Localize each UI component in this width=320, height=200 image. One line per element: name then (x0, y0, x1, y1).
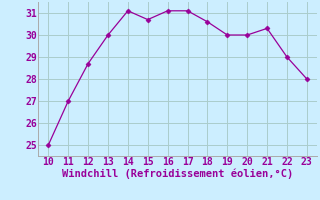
X-axis label: Windchill (Refroidissement éolien,°C): Windchill (Refroidissement éolien,°C) (62, 169, 293, 179)
